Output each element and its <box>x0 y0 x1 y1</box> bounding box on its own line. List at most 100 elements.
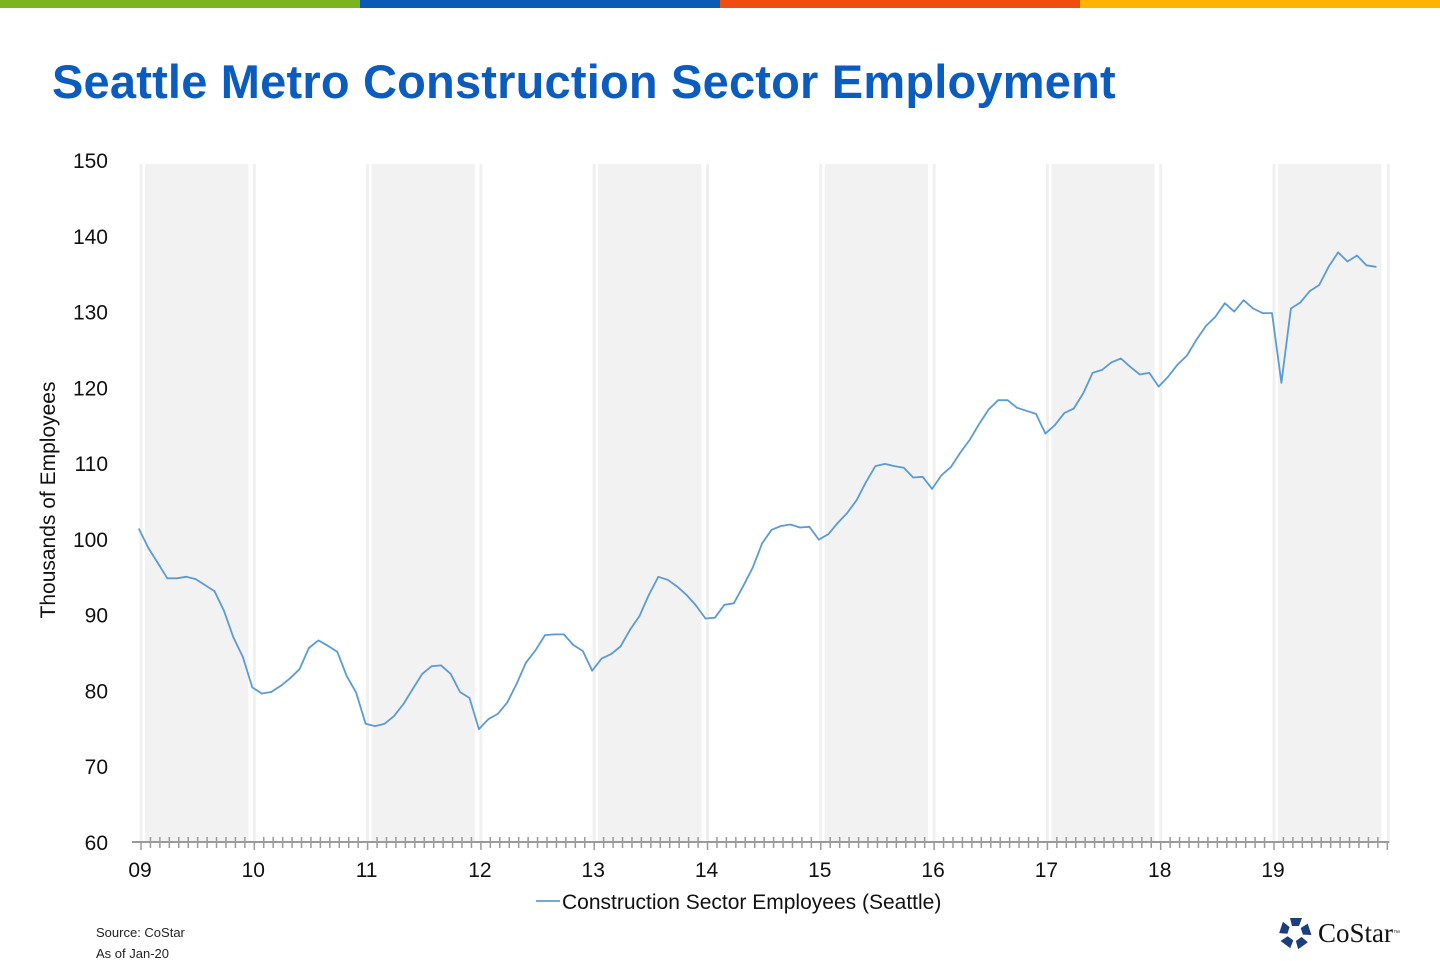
data-point <box>223 610 225 612</box>
data-point <box>1346 260 1349 263</box>
data-point <box>194 578 197 580</box>
data-point <box>912 476 915 479</box>
data-point <box>364 722 367 725</box>
data-point <box>780 525 782 527</box>
costar-logo: CoStar ™ <box>1278 916 1400 950</box>
x-tick-label: 17 <box>1035 859 1058 882</box>
logo-blade <box>1280 936 1294 949</box>
data-point <box>969 438 971 441</box>
brand-color-bar <box>0 0 1440 8</box>
x-tick-label: 11 <box>356 859 378 882</box>
data-point <box>733 602 735 605</box>
data-point <box>213 590 216 592</box>
y-tick-label: 140 <box>73 226 108 249</box>
data-point <box>1186 354 1188 357</box>
logo-blade <box>1290 918 1302 926</box>
data-point <box>374 725 376 727</box>
source-note: Source: CoStar <box>96 925 185 940</box>
data-point <box>563 633 565 636</box>
series-line <box>138 251 1377 730</box>
data-point <box>714 616 716 619</box>
data-point <box>761 542 763 545</box>
data-point <box>1101 369 1103 371</box>
data-point <box>685 594 688 596</box>
x-tick-label: 09 <box>128 859 151 882</box>
data-point <box>487 718 490 721</box>
y-tick-label: 150 <box>73 150 108 173</box>
data-point <box>629 629 631 631</box>
data-point <box>846 512 848 514</box>
data-point <box>468 697 471 699</box>
data-point <box>987 408 990 411</box>
data-point <box>166 577 169 580</box>
data-point <box>402 703 405 705</box>
data-point <box>459 691 461 693</box>
x-tick-label: 19 <box>1261 859 1284 882</box>
legend-label: Construction Sector Employees (Seattle) <box>562 891 941 914</box>
data-point <box>1195 338 1198 341</box>
x-tick-label: 12 <box>468 859 491 882</box>
data-point <box>1148 372 1151 374</box>
data-point <box>157 562 159 564</box>
data-point <box>600 657 603 660</box>
data-point <box>308 647 310 649</box>
data-point <box>393 715 395 718</box>
shaded-band <box>371 164 475 842</box>
data-point <box>1016 406 1018 409</box>
data-point <box>1223 302 1226 305</box>
data-point <box>1337 251 1339 254</box>
x-tick-label: 16 <box>921 859 944 882</box>
shaded-band <box>1051 164 1155 842</box>
x-tick-label: 18 <box>1148 859 1171 882</box>
data-point <box>1072 407 1075 410</box>
data-point <box>430 665 433 667</box>
data-point <box>1129 366 1132 368</box>
data-point <box>1110 361 1113 364</box>
data-point <box>232 636 235 639</box>
data-point <box>1252 307 1254 310</box>
data-point <box>676 585 678 588</box>
data-point <box>1290 307 1292 310</box>
data-point <box>1139 373 1141 376</box>
data-point <box>496 713 499 715</box>
data-point <box>648 594 650 596</box>
data-point <box>884 463 886 465</box>
brand-bar-green <box>0 0 360 8</box>
data-point <box>827 533 830 536</box>
data-point <box>1375 266 1377 268</box>
data-point <box>657 575 660 578</box>
data-point <box>836 522 839 524</box>
data-point <box>1327 266 1330 268</box>
data-point <box>525 661 527 664</box>
data-point <box>1006 399 1009 402</box>
data-point <box>383 722 386 725</box>
data-point <box>1063 412 1066 414</box>
data-point <box>1365 264 1368 267</box>
x-tick-label: 10 <box>242 859 265 882</box>
brand-bar-orange <box>720 0 1080 8</box>
data-point <box>1091 372 1094 374</box>
y-tick-label: 90 <box>85 605 108 628</box>
data-point <box>204 584 206 586</box>
data-point <box>1044 432 1047 435</box>
x-tick-label: 15 <box>808 859 831 882</box>
data-point <box>327 644 329 647</box>
data-point <box>298 668 301 671</box>
shaded-band <box>145 164 249 842</box>
data-point <box>1205 325 1207 327</box>
data-point <box>581 650 584 652</box>
data-point <box>808 525 811 528</box>
data-point <box>1356 254 1358 257</box>
data-point <box>279 685 282 687</box>
data-point <box>921 475 924 478</box>
data-point <box>931 488 933 490</box>
page-title: Seattle Metro Construction Sector Employ… <box>52 55 1116 108</box>
data-point <box>412 688 414 690</box>
data-point <box>997 399 999 402</box>
shaded-band <box>598 164 702 842</box>
data-point <box>1271 312 1273 314</box>
data-point <box>818 538 820 541</box>
y-tick-label: 70 <box>85 756 108 779</box>
brand-bar-blue <box>360 0 720 8</box>
shaded-band <box>1278 164 1382 842</box>
